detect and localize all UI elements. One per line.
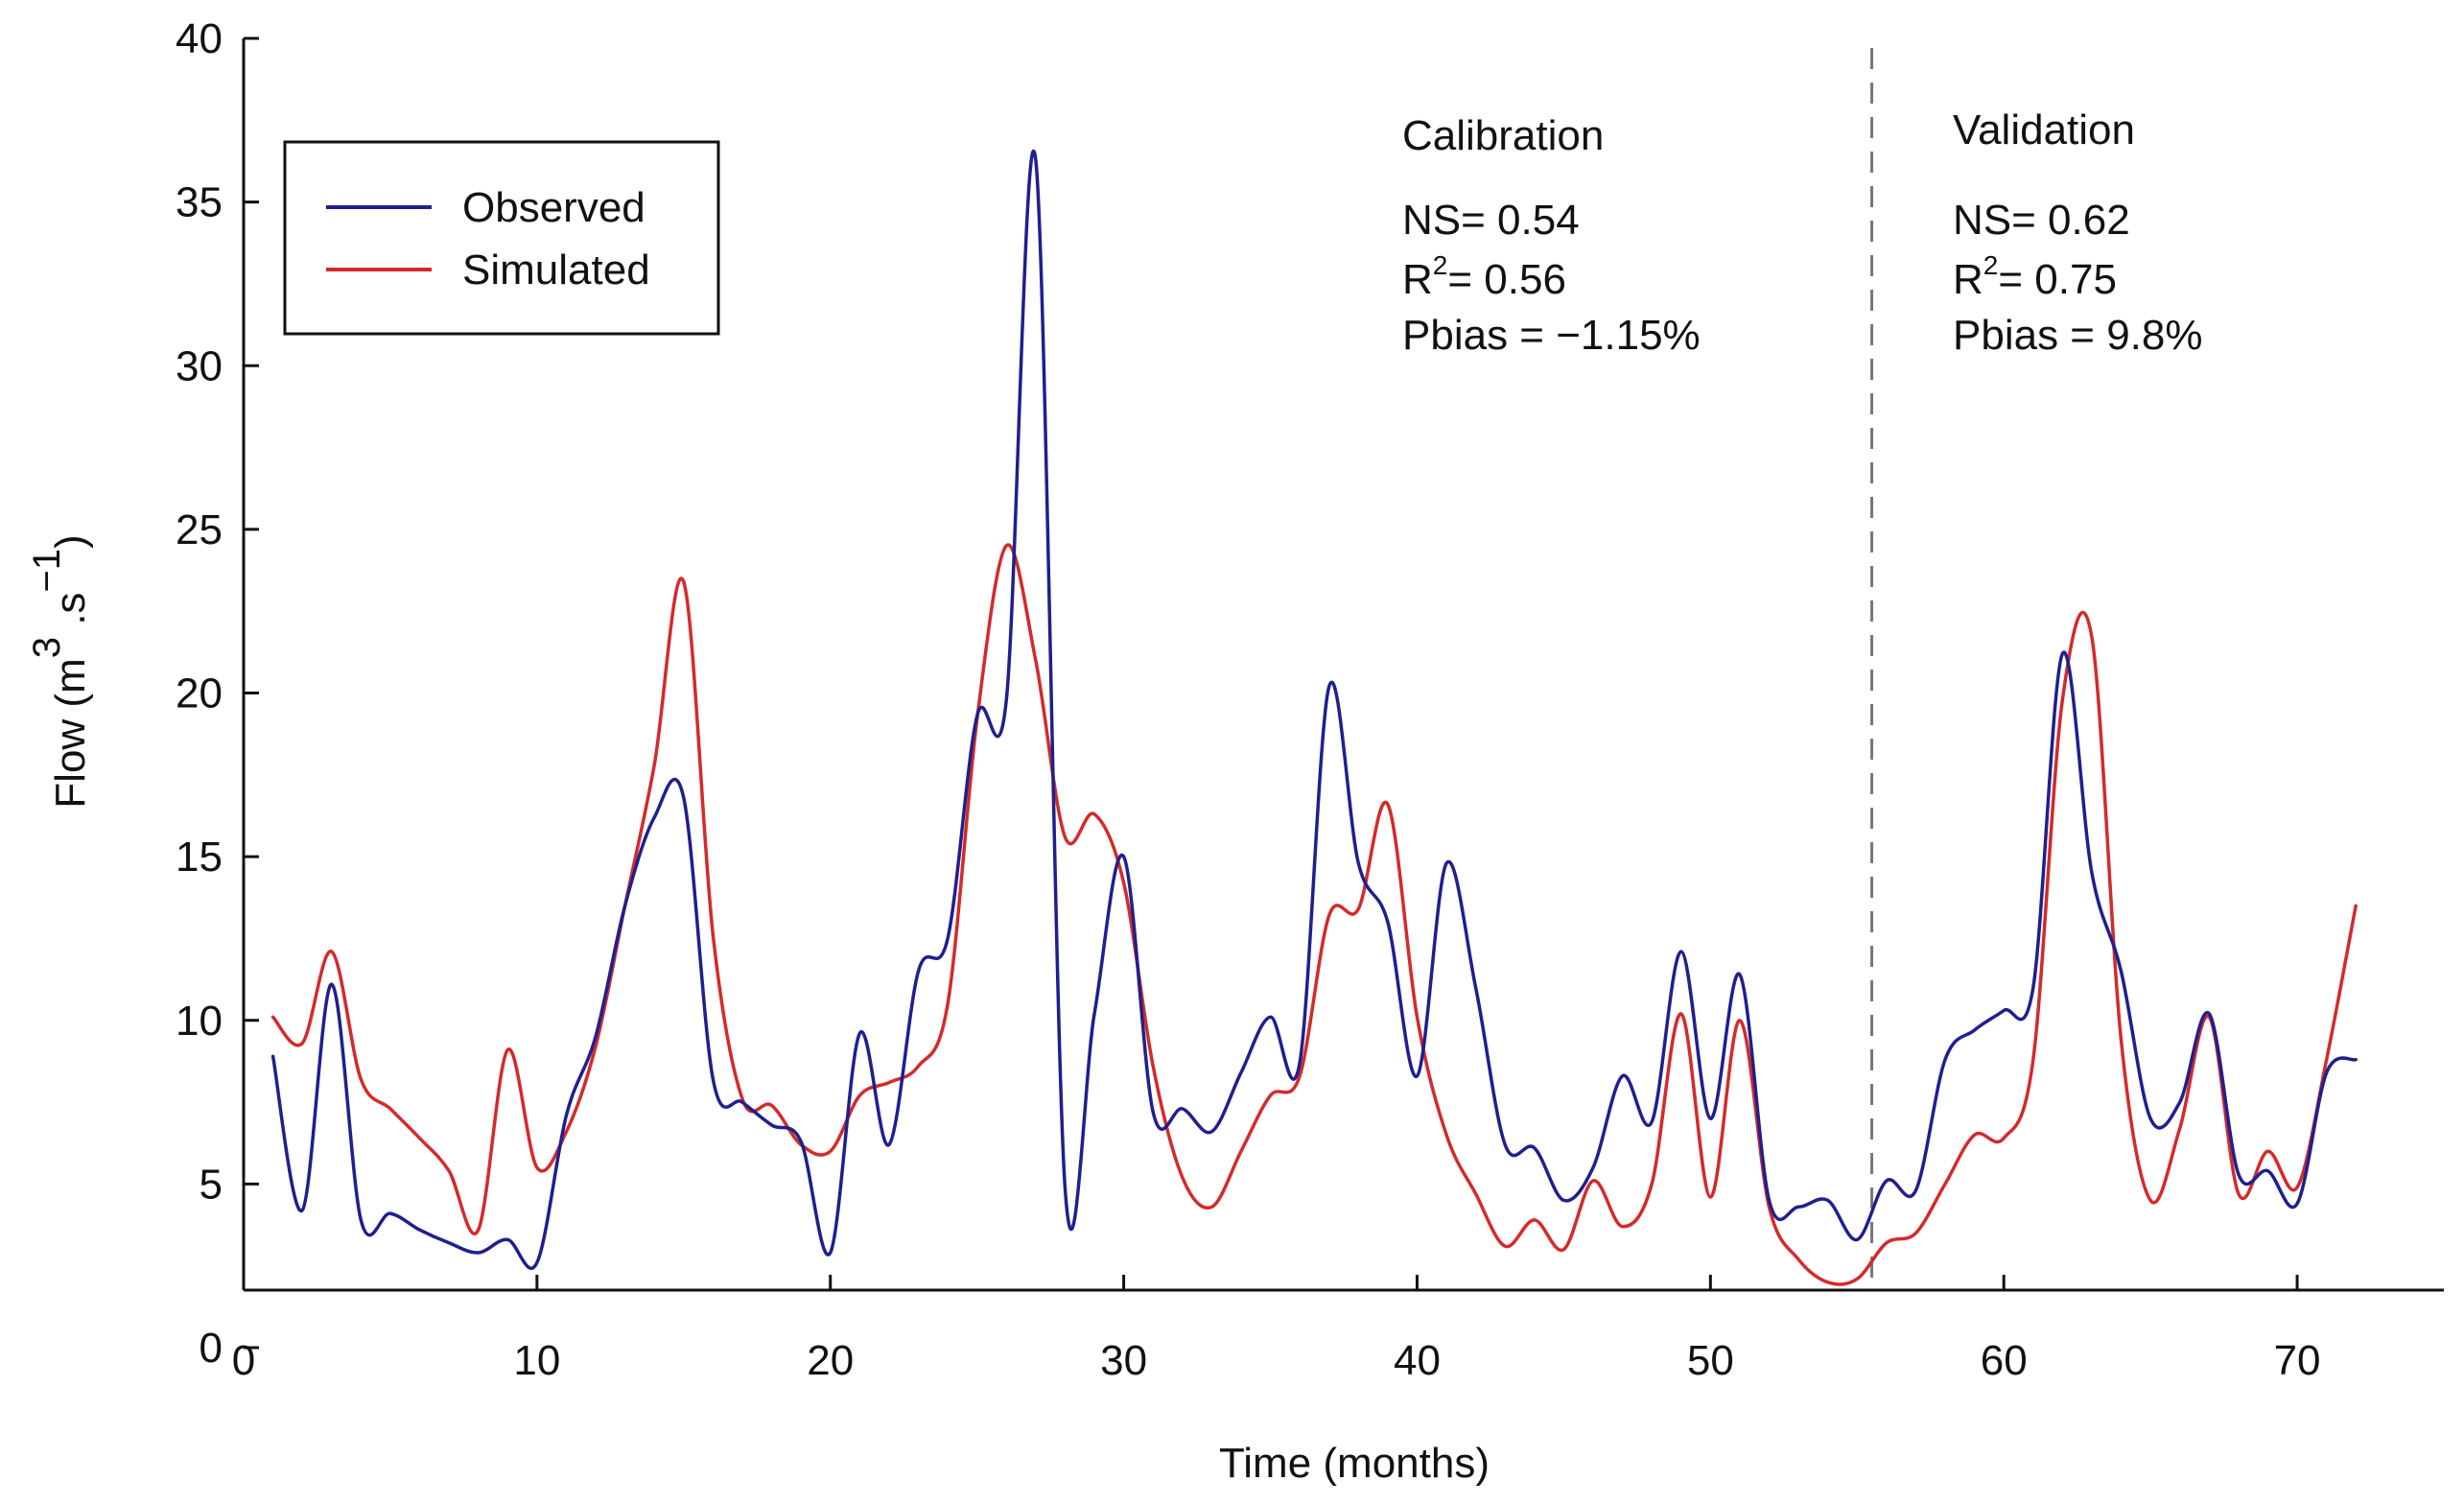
validation-r2-value: = 0.75 bbox=[1998, 256, 2117, 303]
validation-r2: R2= 0.75 bbox=[1953, 250, 2117, 303]
legend-label-observed: Observed bbox=[462, 184, 645, 231]
y-tick-label: 35 bbox=[176, 179, 223, 226]
y-axis-label-mid: .s bbox=[47, 593, 94, 637]
calibration-title: Calibration bbox=[1402, 112, 1604, 159]
y-tick-label: 15 bbox=[176, 834, 223, 881]
x-tick-label: 50 bbox=[1687, 1337, 1734, 1384]
validation-r2-sup: 2 bbox=[1983, 250, 1999, 280]
validation-pbias: Pbias = 9.8% bbox=[1953, 312, 2203, 359]
y-axis-label-prefix: Flow (m bbox=[47, 658, 94, 808]
series-line-observed bbox=[270, 149, 2358, 1270]
legend: Observed Simulated bbox=[283, 140, 720, 336]
x-tick-label: 40 bbox=[1394, 1337, 1441, 1384]
x-tick-label: 10 bbox=[513, 1337, 560, 1384]
y-axis-label-sup2: −1 bbox=[26, 549, 68, 593]
validation-ns: NS= 0.62 bbox=[1953, 197, 2130, 244]
calibration-pbias: Pbias = −1.15% bbox=[1402, 312, 1701, 359]
y-tick-label: 30 bbox=[176, 342, 223, 389]
y-tick-label: 10 bbox=[176, 998, 223, 1045]
y-axis-label: Flow (m3 .s−1) bbox=[26, 534, 94, 808]
y-tick-label: 40 bbox=[176, 15, 223, 62]
validation-title: Validation bbox=[1953, 106, 2135, 153]
x-axis-label: Time (months) bbox=[1219, 1440, 1490, 1487]
y-tick-label: 0 bbox=[199, 1325, 223, 1372]
series-layer bbox=[270, 149, 2358, 1286]
x-tick-label: 20 bbox=[807, 1337, 854, 1384]
legend-box bbox=[283, 140, 720, 336]
legend-label-simulated: Simulated bbox=[462, 247, 650, 294]
x-tick-label: 70 bbox=[2274, 1337, 2321, 1384]
validation-stats: Validation NS= 0.62 R2= 0.75 Pbias = 9.8… bbox=[1953, 106, 2203, 359]
x-tick-label: 0 bbox=[232, 1337, 255, 1384]
validation-r2-prefix: R bbox=[1953, 256, 1983, 303]
y-axis-label-sup1: 3 bbox=[26, 637, 68, 658]
y-axis-label-suffix: ) bbox=[47, 534, 94, 549]
calibration-ns: NS= 0.54 bbox=[1402, 197, 1580, 244]
calibration-r2-prefix: R bbox=[1402, 256, 1433, 303]
x-tick-label: 60 bbox=[1981, 1337, 2028, 1384]
axes-layer: 0 5 10 15 20 25 30 35 40 0 10 20 30 40 50 60 70 bbox=[176, 15, 2444, 1384]
series-line-simulated bbox=[270, 543, 2358, 1286]
x-tick-label: 30 bbox=[1100, 1337, 1147, 1384]
calibration-stats: Calibration NS= 0.54 R2= 0.56 Pbias = −1… bbox=[1402, 112, 1701, 359]
y-tick-label: 25 bbox=[176, 506, 223, 553]
calibration-r2-value: = 0.56 bbox=[1447, 256, 1566, 303]
y-tick-label: 20 bbox=[176, 670, 223, 717]
y-tick-label: 5 bbox=[199, 1161, 223, 1208]
calibration-r2: R2= 0.56 bbox=[1402, 250, 1566, 303]
calibration-r2-sup: 2 bbox=[1433, 250, 1448, 280]
